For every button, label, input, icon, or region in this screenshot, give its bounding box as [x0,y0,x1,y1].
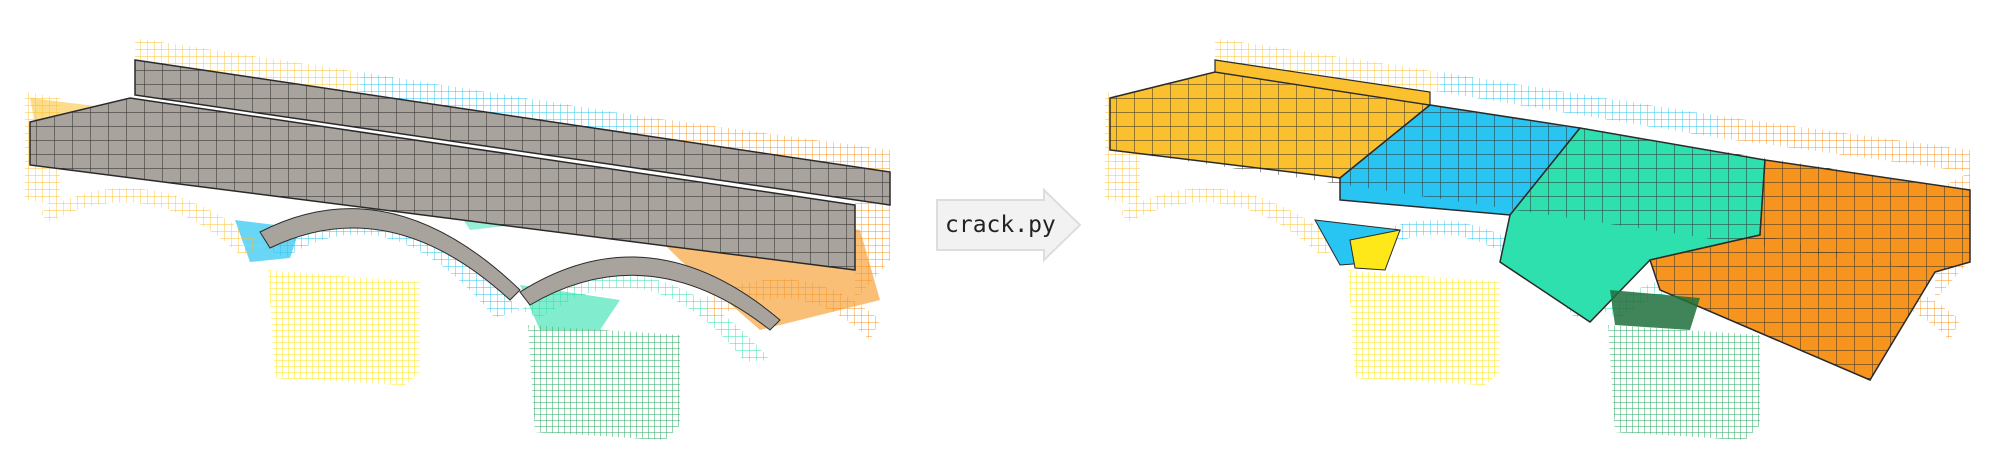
panel-after [1105,38,1971,440]
before-gray-deck [29,59,891,331]
transform-arrow: crack.py [936,187,1082,263]
script-label: crack.py [945,212,1056,238]
panel-before [25,38,891,440]
right-arrow-icon [936,187,1082,263]
after-colored-blocks [1109,59,1971,381]
